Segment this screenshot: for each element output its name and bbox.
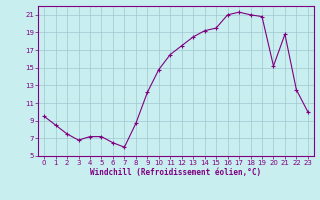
X-axis label: Windchill (Refroidissement éolien,°C): Windchill (Refroidissement éolien,°C) bbox=[91, 168, 261, 177]
